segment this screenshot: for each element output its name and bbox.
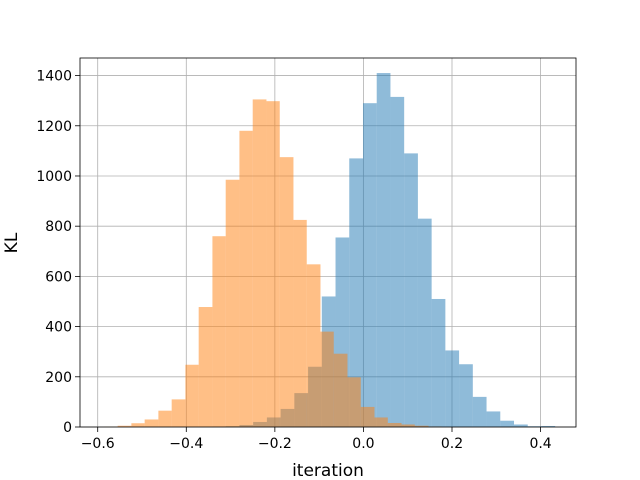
x-tick-label: −0.2	[258, 436, 292, 452]
y-tick-label: 200	[45, 370, 72, 386]
histogram-bar	[239, 130, 253, 428]
histogram-bar	[198, 307, 213, 427]
histogram-bar	[293, 219, 307, 427]
histogram-bar	[333, 353, 348, 427]
histogram-bar	[225, 179, 240, 427]
histogram-bar	[445, 350, 460, 427]
histogram-bar	[514, 424, 528, 427]
histogram-bar	[185, 364, 199, 427]
y-tick-label: 600	[45, 269, 72, 285]
histogram-bar	[387, 422, 402, 427]
histogram-bar	[362, 103, 377, 428]
histogram-bars	[104, 73, 556, 428]
histogram-bar	[401, 424, 415, 427]
histogram-bar	[541, 425, 556, 427]
y-tick-label: 0	[63, 420, 72, 436]
x-tick-label: 0.2	[441, 436, 463, 452]
histogram-bar	[486, 411, 501, 427]
histogram-bar	[360, 406, 375, 427]
histogram-bar	[171, 399, 186, 427]
histogram-bar	[374, 417, 388, 427]
histogram-bar	[306, 264, 321, 427]
histogram-bar	[417, 218, 432, 427]
x-tick-label: −0.6	[81, 436, 115, 452]
y-tick-label: 400	[45, 320, 72, 336]
histogram-bar	[252, 99, 267, 427]
x-axis-label: iteration	[292, 461, 364, 480]
y-tick-label: 1000	[36, 169, 72, 185]
histogram-bar	[376, 73, 391, 428]
histogram-bar	[459, 364, 473, 427]
plot-frame	[79, 57, 577, 428]
histogram-bar	[144, 419, 159, 427]
histogram-bar	[472, 396, 487, 427]
histogram-bar	[347, 377, 361, 427]
histogram-bar	[320, 331, 334, 427]
y-tick-label: 1200	[36, 119, 72, 135]
y-tick-label: 1400	[36, 69, 72, 85]
histogram-bar	[117, 425, 132, 427]
histogram-bar	[212, 236, 226, 427]
axis-ticks: −0.6 −0.4 −0.2 0.0 0.2 0.4 0 200 400 600 800 1000 12…	[36, 69, 551, 452]
histogram-bar	[266, 101, 280, 427]
histogram-bar	[390, 96, 405, 427]
histogram-bar	[500, 420, 514, 427]
grid-lines	[80, 58, 576, 428]
histogram-bar	[279, 157, 294, 427]
histogram-bar	[404, 153, 418, 427]
y-tick-label: 800	[45, 219, 72, 235]
histogram-bar	[131, 423, 145, 427]
y-axis-label: KL	[2, 232, 22, 253]
x-tick-label: 0.4	[529, 436, 551, 452]
histogram-bar	[158, 410, 172, 427]
x-tick-label: −0.4	[169, 436, 203, 452]
x-tick-label: 0.0	[352, 436, 374, 452]
histogram-bar	[349, 158, 363, 428]
histogram-bar	[414, 425, 429, 427]
histogram-bar	[431, 298, 446, 427]
